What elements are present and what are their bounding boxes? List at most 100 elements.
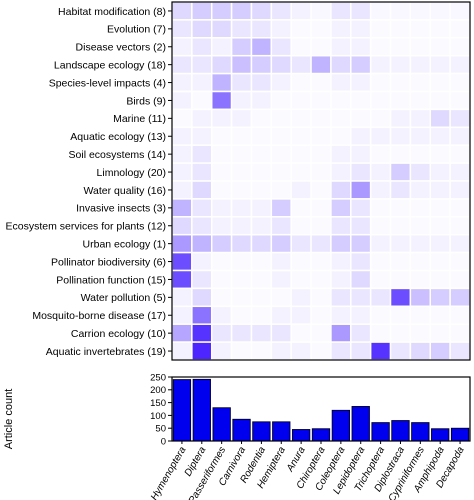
- heatmap-cell: [250, 19, 273, 39]
- heatmap-cell: [369, 251, 392, 272]
- heatmap-cell: [171, 144, 193, 164]
- heatmap-cell: [330, 180, 352, 200]
- heatmap-cell: [290, 269, 312, 290]
- heatmap-cell: [210, 341, 233, 361]
- heatmap-cell: [310, 323, 332, 343]
- heatmap-cell: [310, 233, 332, 254]
- heatmap-row-label: Disease vectors (2): [76, 42, 166, 54]
- heatmap-cell: [270, 216, 292, 236]
- heatmap-cell: [270, 54, 292, 75]
- heatmap-row-label: Water pollution (5): [81, 292, 166, 304]
- heatmap-row-label: Birds (9): [126, 95, 166, 107]
- heatmap-cell: [270, 251, 292, 272]
- bar: [351, 406, 370, 442]
- heatmap-cell: [310, 54, 332, 75]
- heatmap-row-label: Pollination function (15): [56, 274, 166, 286]
- heatmap-cell: [350, 198, 372, 218]
- bar: [431, 428, 450, 442]
- heatmap-cell: [191, 162, 213, 182]
- heatmap-cell: [389, 108, 412, 129]
- heatmap-cell: [409, 72, 432, 93]
- heatmap-cell: [330, 323, 352, 343]
- heatmap-cell: [429, 108, 451, 129]
- heatmap-cell: [389, 287, 412, 308]
- heatmap-cell: [429, 37, 451, 57]
- heatmap-cell: [230, 144, 253, 164]
- y-tick-label: 250: [150, 372, 166, 383]
- heatmap-cell: [350, 323, 372, 343]
- bar: [172, 379, 192, 442]
- heatmap-cell: [330, 72, 352, 93]
- heatmap-cell: [290, 1, 312, 21]
- heatmap-cell: [389, 54, 412, 75]
- heatmap-cell: [330, 341, 352, 361]
- heatmap-cell: [330, 144, 352, 164]
- heatmap-cell: [449, 287, 471, 308]
- heatmap-cell: [210, 216, 233, 236]
- heatmap-cell: [429, 162, 451, 182]
- y-tick-label: 0: [161, 436, 166, 447]
- heatmap-cell: [350, 180, 372, 200]
- heatmap-cell: [310, 198, 332, 218]
- heatmap-row-label: Limnology (20): [97, 167, 166, 179]
- heatmap-row-label: Invasive insects (3): [76, 203, 166, 215]
- heatmap-cell: [369, 287, 392, 308]
- heatmap-cell: [250, 72, 273, 93]
- heatmap-cell: [310, 180, 332, 200]
- heatmap-cell: [369, 19, 392, 39]
- heatmap-cell: [250, 198, 273, 218]
- heatmap-cell: [250, 216, 273, 236]
- heatmap-cell: [409, 216, 432, 236]
- y-tick-label: 150: [150, 398, 166, 409]
- heatmap-cell: [290, 144, 312, 164]
- heatmap-cell: [369, 54, 392, 75]
- heatmap-cell: [250, 126, 273, 146]
- heatmap-cell: [171, 341, 193, 361]
- heatmap-row-label: Pollinator biodiversity (6): [51, 256, 166, 268]
- heatmap-cell: [250, 341, 273, 361]
- heatmap-cell: [330, 108, 352, 129]
- heatmap-cell: [429, 126, 451, 146]
- heatmap-cell: [191, 180, 213, 200]
- heatmap-row-label: Aquatic invertebrates (19): [46, 346, 166, 358]
- heatmap-cell: [171, 198, 193, 218]
- heatmap-cell: [409, 90, 432, 111]
- heatmap-cell: [330, 19, 352, 39]
- heatmap-cell: [449, 251, 471, 272]
- heatmap-cell: [210, 198, 233, 218]
- heatmap-cell: [409, 341, 432, 361]
- heatmap-cell: [449, 54, 471, 75]
- bar: [252, 421, 271, 442]
- heatmap-cell: [191, 37, 213, 57]
- heatmap-cell: [191, 323, 213, 343]
- heatmap-cell: [350, 216, 372, 236]
- heatmap-cell: [369, 37, 392, 57]
- heatmap-cell: [250, 323, 273, 343]
- heatmap-cell: [191, 251, 213, 272]
- heatmap-cell: [210, 180, 233, 200]
- heatmap-cell: [191, 72, 213, 93]
- bar: [331, 409, 351, 442]
- heatmap-cell: [171, 54, 193, 75]
- heatmap-cell: [270, 126, 292, 146]
- bar-chart-bars: [172, 378, 470, 442]
- heatmap-cell: [270, 144, 292, 164]
- heatmap-cell: [230, 162, 253, 182]
- heatmap-cell: [210, 37, 233, 57]
- heatmap-cell: [191, 305, 213, 325]
- heatmap-cell: [310, 108, 332, 129]
- heatmap-cell: [310, 216, 332, 236]
- heatmap-cell: [171, 287, 193, 308]
- heatmap-cell: [210, 72, 233, 93]
- heatmap-cell: [191, 90, 213, 111]
- heatmap-cell: [290, 126, 312, 146]
- heatmap-cell: [191, 126, 213, 146]
- bar: [411, 422, 430, 442]
- heatmap-cell: [250, 233, 273, 254]
- heatmap-cell: [449, 198, 471, 218]
- heatmap-cell: [330, 305, 352, 325]
- heatmap-cell: [429, 269, 451, 290]
- heatmap-cell: [389, 233, 412, 254]
- heatmap-cell: [250, 90, 273, 111]
- heatmap-cell: [171, 305, 193, 325]
